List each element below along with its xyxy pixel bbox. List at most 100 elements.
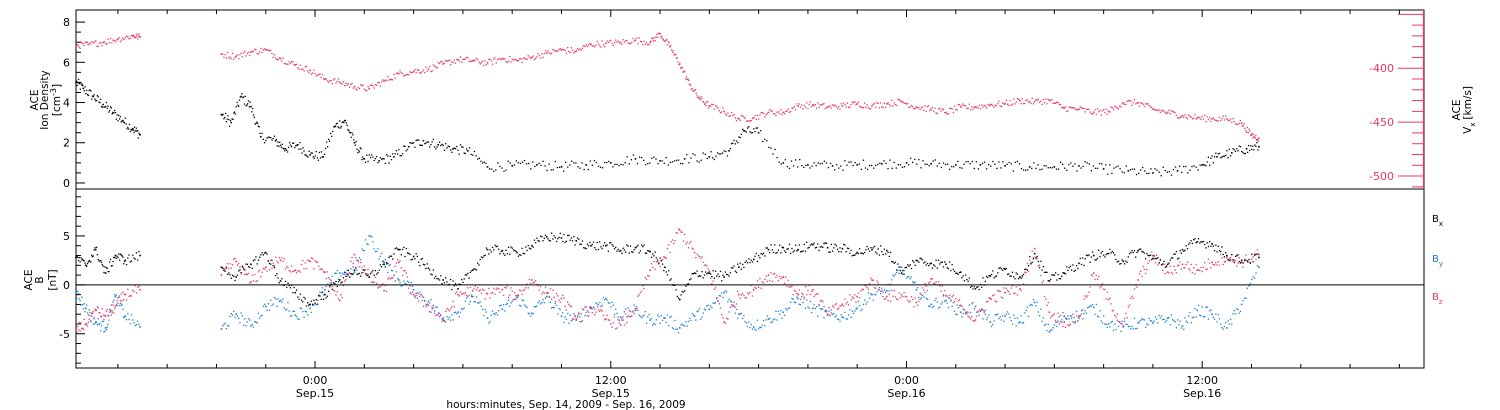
data-point	[1078, 317, 1080, 319]
data-dot	[1037, 98, 1040, 100]
data-dot	[758, 255, 760, 257]
data-dot	[384, 284, 386, 287]
data-dot	[946, 113, 948, 115]
data-dot	[725, 273, 728, 276]
data-dot	[685, 321, 687, 323]
data-dot	[891, 99, 893, 101]
data-point	[139, 288, 141, 291]
data-dot	[1252, 133, 1255, 136]
data-dot	[1256, 249, 1259, 251]
data-dot	[788, 167, 791, 170]
data-dot	[967, 311, 969, 314]
data-dot	[798, 289, 800, 291]
data-dot	[336, 80, 338, 83]
data-dot	[311, 152, 313, 154]
data-dot	[498, 58, 500, 60]
data-dot	[1014, 278, 1016, 280]
data-dot	[729, 300, 731, 302]
data-dot	[406, 280, 409, 282]
data-dot	[357, 86, 359, 89]
data-dot	[899, 266, 902, 268]
data-dot	[993, 277, 995, 279]
data-dot	[611, 244, 613, 246]
data-dot	[316, 303, 319, 305]
data-dot	[532, 55, 534, 57]
data-dot	[909, 106, 911, 108]
data-dot	[1088, 108, 1090, 110]
data-dot	[344, 273, 346, 275]
data-dot	[721, 152, 724, 154]
data-dot	[1128, 326, 1131, 328]
data-dot	[422, 305, 425, 307]
data-dot	[580, 49, 582, 51]
data-dot	[822, 308, 824, 310]
data-dot	[913, 306, 915, 308]
data-dot	[270, 49, 272, 51]
data-dot	[388, 264, 390, 267]
data-dot	[417, 261, 420, 263]
data-dot	[700, 318, 702, 320]
data-dot	[923, 296, 925, 298]
data-dot	[452, 300, 454, 303]
data-dot	[356, 148, 358, 150]
data-dot	[289, 315, 292, 317]
data-dot	[792, 251, 794, 253]
data-dot	[567, 234, 569, 237]
data-dot	[807, 306, 809, 308]
data-dot	[706, 265, 708, 267]
data-dot	[1135, 327, 1137, 330]
data-dot	[246, 263, 248, 266]
data-dot	[336, 285, 338, 288]
data-dot	[1148, 255, 1150, 257]
data-dot	[419, 265, 421, 267]
data-point	[1137, 249, 1139, 252]
data-dot	[644, 311, 646, 313]
data-dot	[710, 151, 712, 153]
data-dot	[1252, 256, 1254, 258]
data-dot	[861, 288, 863, 290]
data-point	[605, 297, 607, 300]
data-dot	[1142, 103, 1144, 105]
data-dot	[399, 248, 401, 251]
data-dot	[661, 263, 664, 265]
data-point	[422, 139, 425, 142]
data-dot	[350, 260, 352, 263]
data-dot	[951, 108, 953, 110]
data-dot	[401, 73, 404, 75]
data-point	[945, 263, 947, 266]
data-dot	[1038, 315, 1041, 317]
data-dot	[506, 253, 508, 255]
data-dot	[787, 307, 789, 309]
data-point	[545, 291, 548, 294]
data-dot	[648, 43, 650, 46]
data-dot	[334, 272, 336, 274]
data-dot	[1234, 123, 1237, 125]
data-dot	[735, 140, 738, 142]
data-dot	[976, 106, 978, 108]
data-point	[634, 158, 637, 160]
data-dot	[1251, 253, 1253, 255]
data-dot	[579, 321, 581, 323]
data-dot	[1099, 310, 1101, 312]
data-dot	[482, 257, 484, 259]
data-point	[531, 244, 533, 247]
data-dot	[278, 257, 281, 259]
data-dot	[880, 290, 882, 293]
data-dot	[498, 288, 500, 290]
data-dot	[824, 242, 826, 244]
data-dot	[766, 247, 768, 249]
data-dot	[1199, 314, 1201, 316]
data-dot	[1175, 272, 1178, 274]
data-dot	[761, 281, 764, 283]
data-dot	[952, 302, 955, 304]
data-dot	[651, 37, 653, 39]
data-dot	[633, 40, 635, 42]
data-dot	[1170, 110, 1173, 112]
data-dot	[872, 247, 874, 249]
data-dot	[101, 308, 103, 310]
data-dot	[601, 167, 604, 169]
data-dot	[1169, 259, 1171, 261]
data-dot	[1027, 270, 1030, 272]
data-dot	[1101, 110, 1104, 112]
data-dot	[982, 277, 984, 279]
